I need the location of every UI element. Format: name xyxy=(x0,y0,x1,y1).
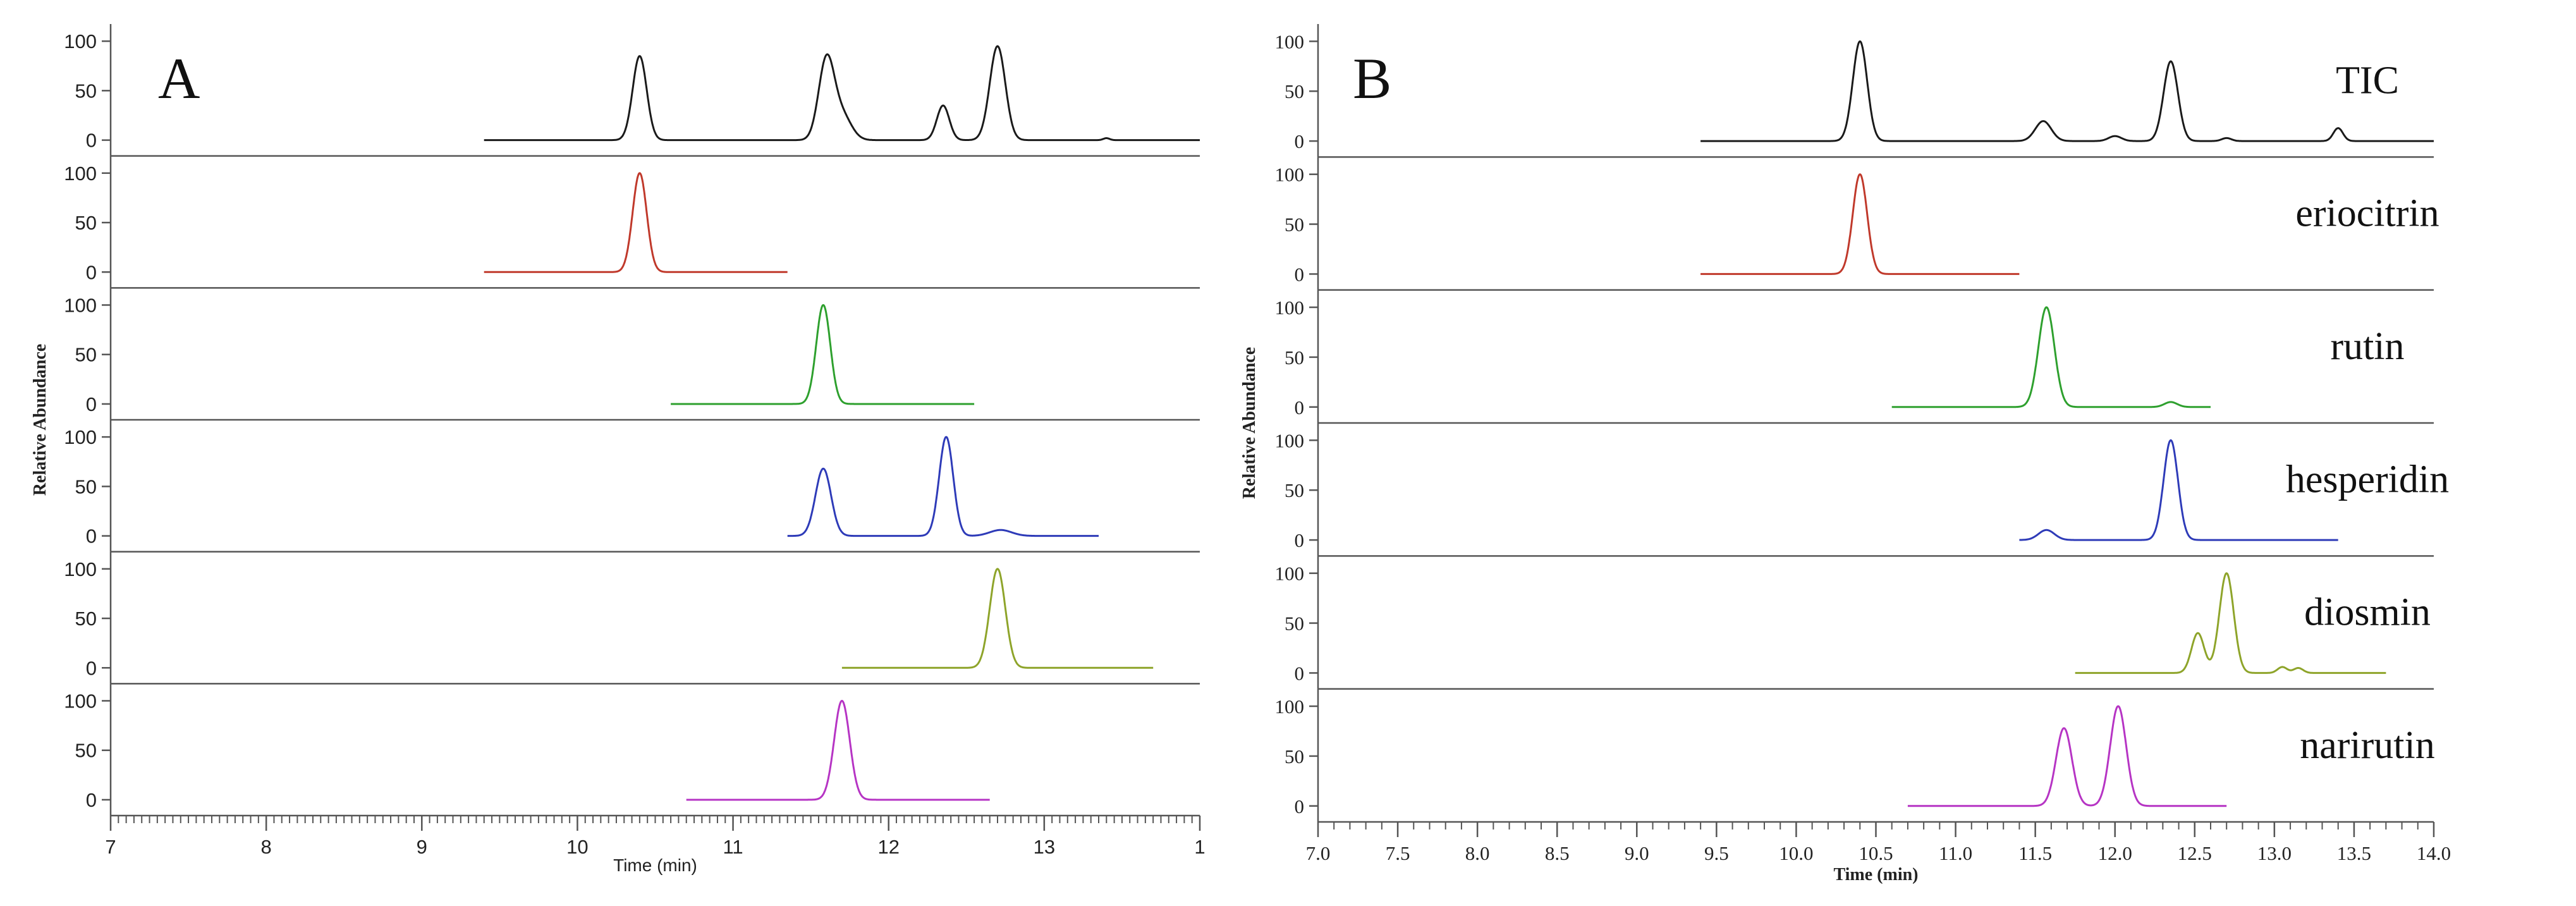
x-tick-label: 12.5 xyxy=(2178,842,2212,864)
y-tick-label: 100 xyxy=(1275,30,1305,52)
panel-b: B 0 50 100 TIC 0 50 100 eriocitrin 0 50 100 rutin 0 50… xyxy=(1240,24,2451,885)
trace-narirutin xyxy=(685,700,991,801)
y-tick-label: 50 xyxy=(1285,745,1304,768)
trace-hesperidin xyxy=(786,436,1099,537)
y-tick-label: 50 xyxy=(1285,479,1304,501)
x-tick-label: 7.0 xyxy=(1306,842,1331,864)
x-tick-label: 10.0 xyxy=(1779,842,1813,864)
y-tick-label: 0 xyxy=(1295,396,1305,419)
panel-label: B xyxy=(1353,46,1391,111)
trace-TIC xyxy=(1700,40,2434,142)
y-tick-label: 50 xyxy=(1285,214,1304,236)
x-tick-label: 9.0 xyxy=(1625,842,1649,864)
trace-eriocitrin xyxy=(1700,173,2020,275)
x-tick-label: 8.0 xyxy=(1465,842,1490,864)
y-tick-label: 0 xyxy=(86,525,97,548)
y-tick-label: 0 xyxy=(1295,130,1305,152)
y-tick-label: 0 xyxy=(86,393,97,415)
y-tick-label: 100 xyxy=(64,426,97,448)
trace-diosmin xyxy=(2074,572,2387,674)
trace-label-diosmin: diosmin xyxy=(2304,591,2431,634)
y-tick-label: 50 xyxy=(1285,346,1304,369)
y-tick-label: 100 xyxy=(64,162,97,185)
y-tick-label: 0 xyxy=(1295,529,1305,551)
trace-label-TIC: TIC xyxy=(2336,59,2399,102)
y-tick-label: 50 xyxy=(1285,80,1304,102)
x-tick-label: 11 xyxy=(723,836,743,858)
trace-eriocitrin xyxy=(483,172,788,273)
panel-label: A xyxy=(158,46,200,111)
y-tick-label: 0 xyxy=(1295,263,1305,285)
x-axis-label: Time (min) xyxy=(613,855,697,875)
y-tick-label: 50 xyxy=(75,608,97,630)
y-tick-label: 100 xyxy=(64,294,97,316)
y-tick-label: 100 xyxy=(64,30,97,52)
y-axis-label: Relative Abundance xyxy=(30,344,50,496)
y-tick-label: 0 xyxy=(86,789,97,811)
x-tick-label: 11.5 xyxy=(2018,842,2052,864)
y-tick-label: 100 xyxy=(1275,164,1305,186)
y-tick-label: 0 xyxy=(86,130,97,152)
x-tick-label: 10 xyxy=(566,836,588,858)
y-tick-label: 100 xyxy=(1275,563,1305,585)
x-tick-label: 13.0 xyxy=(2257,842,2292,864)
y-tick-label: 0 xyxy=(86,657,97,679)
y-tick-label: 50 xyxy=(75,740,97,762)
x-axis-label: Time (min) xyxy=(1833,865,1918,885)
x-tick-label: 1 xyxy=(1194,836,1205,858)
x-tick-label: 7.5 xyxy=(1386,842,1410,864)
y-tick-label: 0 xyxy=(1295,795,1305,817)
trace-label-rutin: rutin xyxy=(2330,325,2404,368)
x-tick-label: 12 xyxy=(877,836,899,858)
y-tick-label: 50 xyxy=(75,475,97,498)
y-tick-label: 100 xyxy=(1275,695,1305,718)
x-tick-label: 9.5 xyxy=(1704,842,1729,864)
x-tick-label: 13 xyxy=(1034,836,1055,858)
x-tick-label: 8.5 xyxy=(1545,842,1570,864)
y-axis-label: Relative Abundance xyxy=(1240,347,1259,499)
x-tick-label: 10.5 xyxy=(1859,842,1893,864)
trace-label-narirutin: narirutin xyxy=(2300,724,2435,767)
y-tick-label: 50 xyxy=(1285,613,1304,635)
y-tick-label: 50 xyxy=(75,80,97,102)
trace-narirutin xyxy=(1907,705,2228,807)
panel-a: A 0 50 100 0 50 100 0 50 100 0 50 100 0 50 100 0 50 100 7 8 9… xyxy=(30,24,1206,875)
trace-rutin xyxy=(1891,306,2211,408)
trace-rutin xyxy=(670,304,975,405)
y-tick-label: 0 xyxy=(1295,662,1305,684)
x-tick-label: 8 xyxy=(261,836,272,858)
y-tick-label: 100 xyxy=(64,690,97,712)
y-tick-label: 100 xyxy=(1275,297,1305,319)
y-tick-label: 0 xyxy=(86,261,97,283)
trace-TIC xyxy=(484,45,1200,142)
x-tick-label: 12.0 xyxy=(2098,842,2132,864)
y-tick-label: 100 xyxy=(1275,429,1305,451)
trace-diosmin xyxy=(841,568,1154,669)
x-tick-label: 7 xyxy=(105,836,116,858)
trace-label-hesperidin: hesperidin xyxy=(2286,458,2449,501)
trace-label-eriocitrin: eriocitrin xyxy=(2295,192,2439,235)
y-tick-label: 100 xyxy=(64,558,97,580)
x-tick-label: 13.5 xyxy=(2337,842,2371,864)
x-tick-label: 11.0 xyxy=(1939,842,1972,864)
y-tick-label: 50 xyxy=(75,212,97,234)
trace-hesperidin xyxy=(2018,439,2339,541)
x-tick-label: 14.0 xyxy=(2417,842,2451,864)
y-tick-label: 50 xyxy=(75,344,97,366)
x-tick-label: 9 xyxy=(417,836,427,858)
